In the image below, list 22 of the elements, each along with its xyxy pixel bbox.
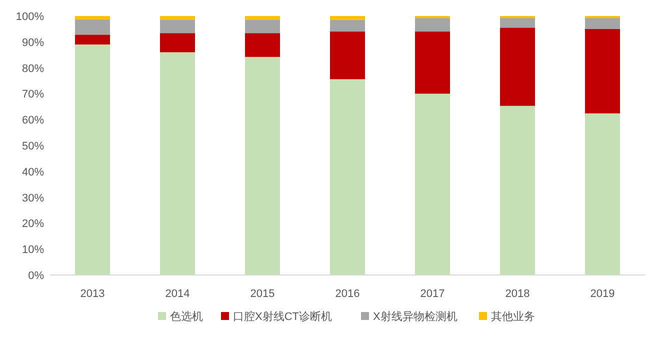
x-tick-label: 2015 xyxy=(250,288,275,300)
y-tick-label: 100% xyxy=(16,11,44,23)
x-tick-label: 2019 xyxy=(590,288,615,300)
x-tick-label: 2013 xyxy=(80,288,105,300)
y-tick-label: 80% xyxy=(22,62,44,75)
x-tick-label: 2018 xyxy=(505,288,530,300)
x-tick-label: 2016 xyxy=(335,288,360,300)
y-tick-label: 10% xyxy=(22,244,44,256)
y-tick-label: 90% xyxy=(22,36,44,49)
y-tick-label: 20% xyxy=(22,218,44,230)
y-tick-label: 70% xyxy=(22,88,44,101)
legend-label: 其他业务 xyxy=(491,310,535,323)
legend-label: 口腔X射线CT诊断机 xyxy=(233,310,332,323)
x-tick-label: 2017 xyxy=(420,288,445,300)
legend-label: X射线异物检测机 xyxy=(373,310,458,323)
legend-label: 色选机 xyxy=(170,310,203,323)
y-tick-label: 60% xyxy=(22,114,44,127)
y-tick-label: 30% xyxy=(22,192,44,204)
x-tick-label: 2014 xyxy=(165,288,190,300)
y-tick-label: 0% xyxy=(28,270,44,282)
y-tick-label: 50% xyxy=(22,140,44,152)
y-tick-label: 40% xyxy=(22,166,44,178)
